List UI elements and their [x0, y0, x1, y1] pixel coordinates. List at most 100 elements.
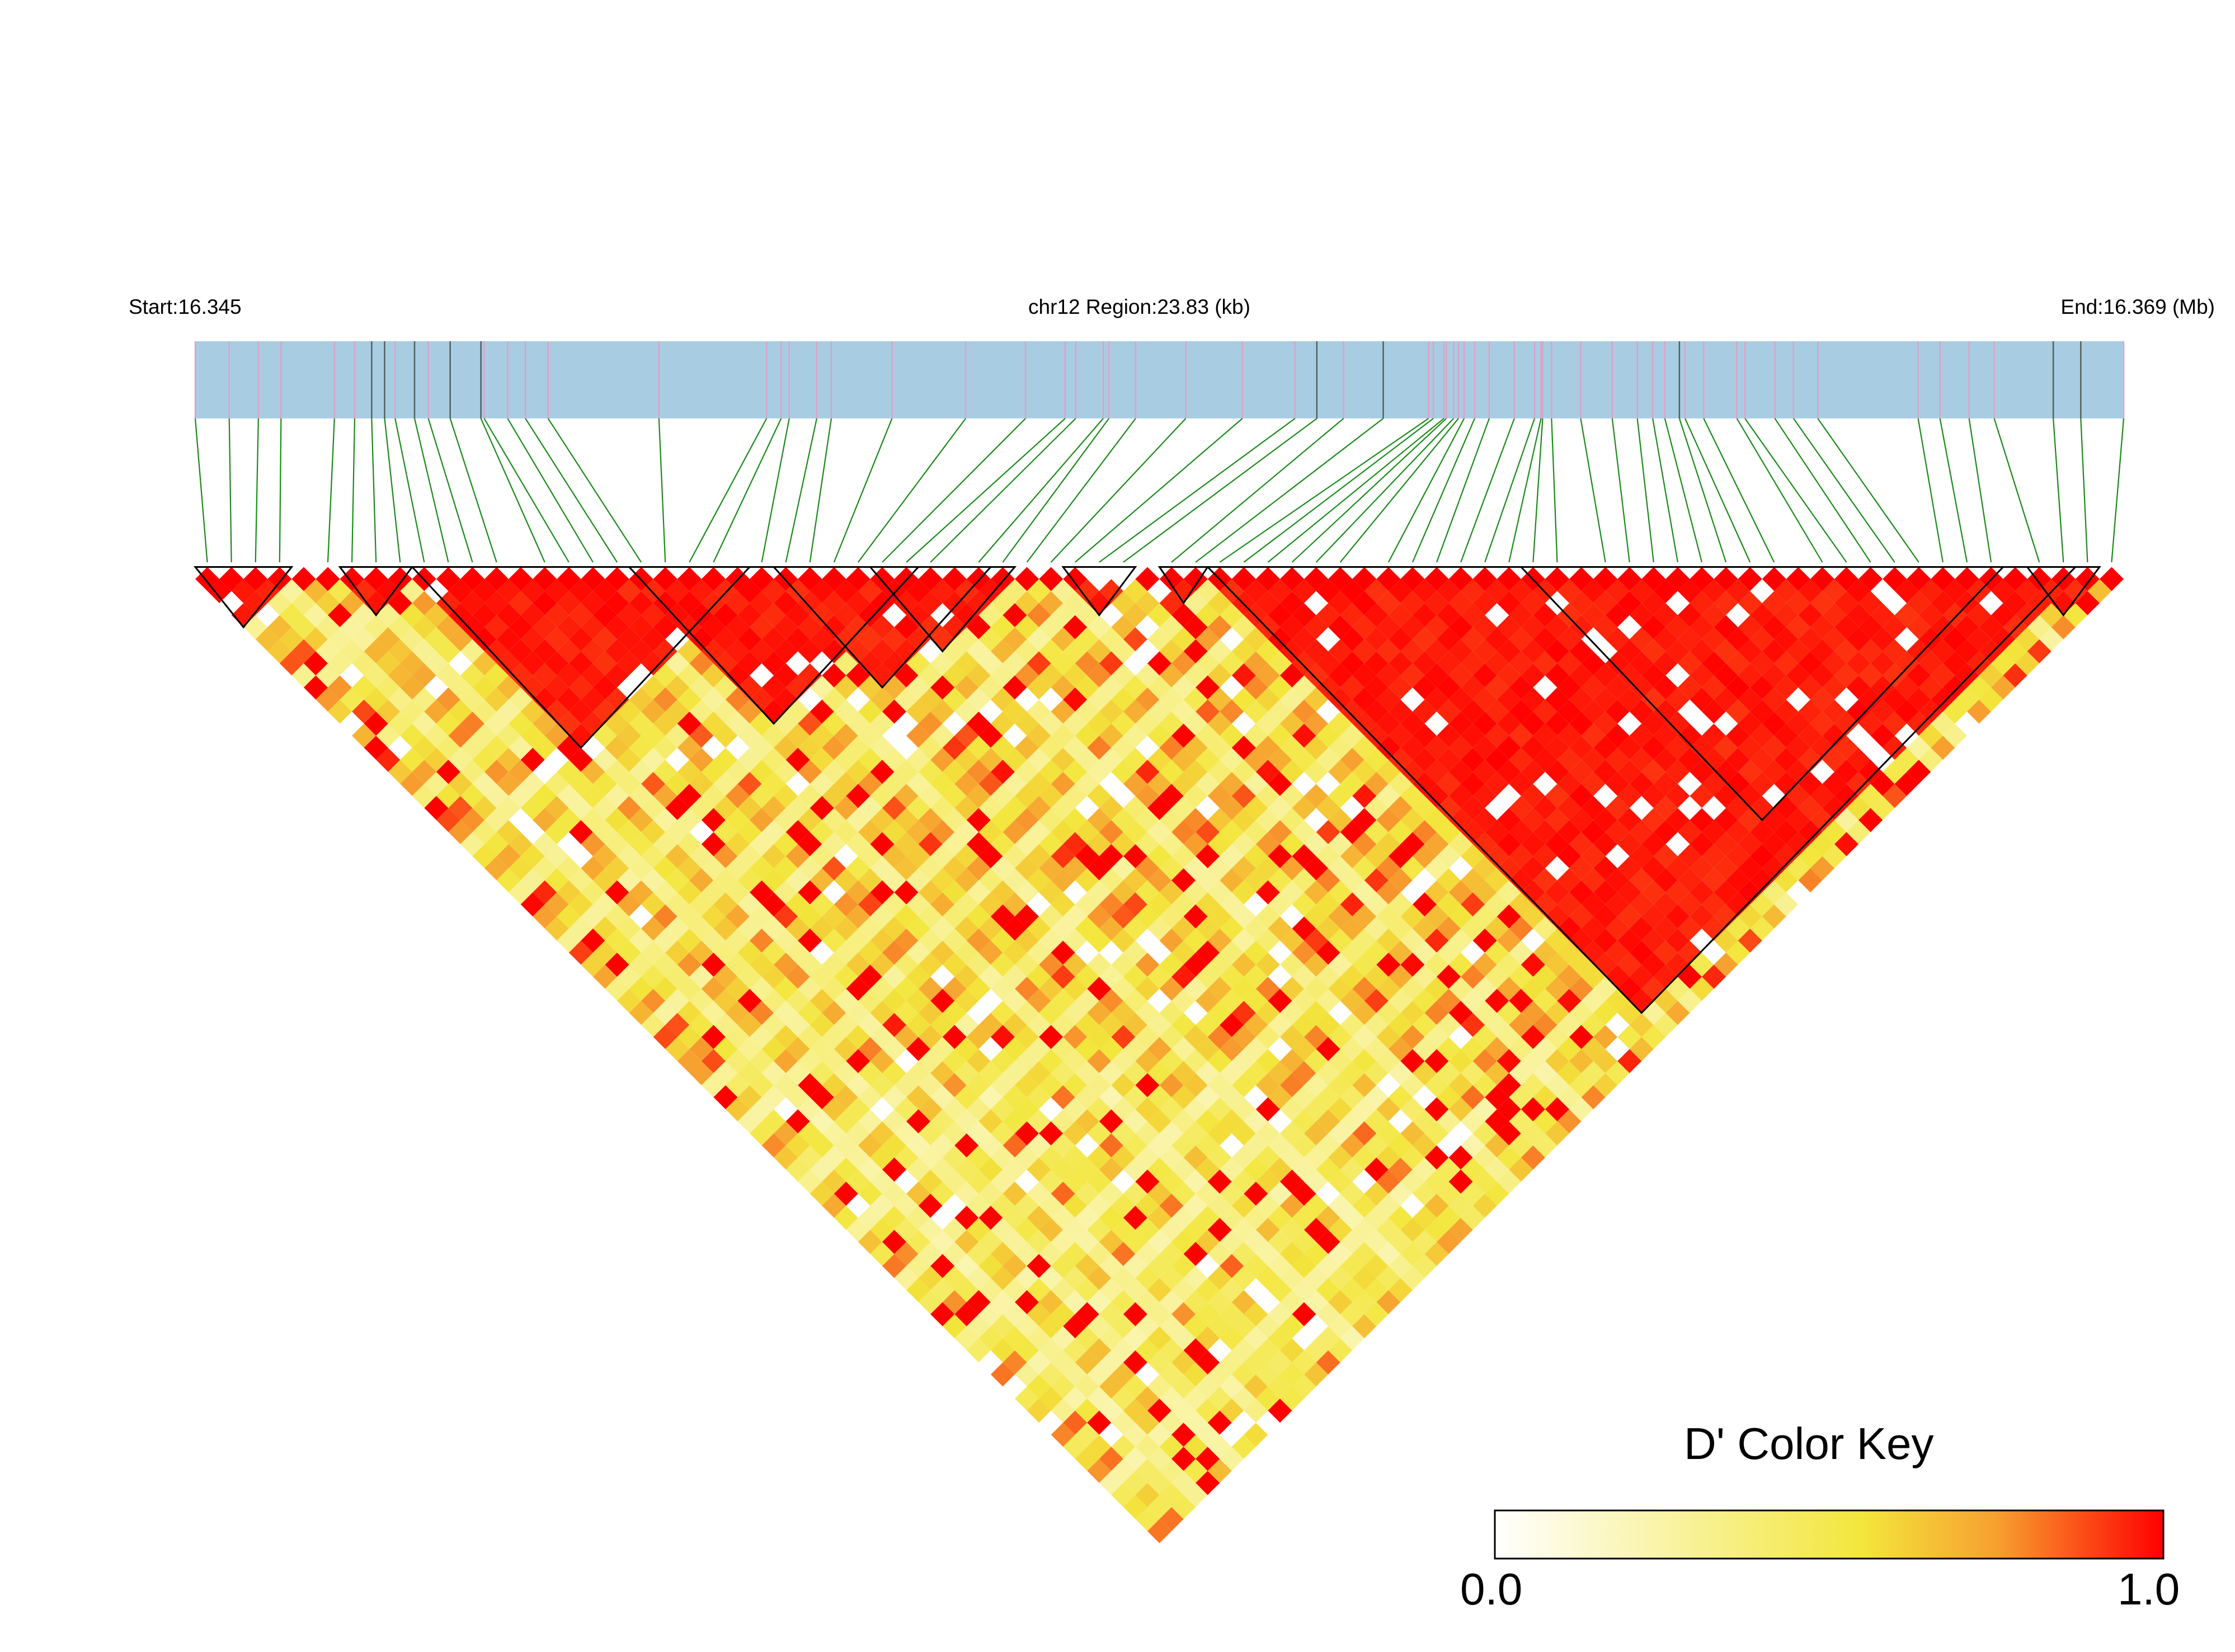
ld-cell — [1581, 989, 1606, 1013]
ld-cell — [1063, 615, 1088, 639]
ld-cell — [557, 687, 581, 712]
ld-cell — [1244, 844, 1268, 869]
ld-cell — [1099, 1374, 1123, 1399]
ld-cell — [978, 1157, 1003, 1182]
ld-cell — [1220, 723, 1244, 748]
ld-cell — [918, 952, 943, 977]
ld-cell — [1075, 1157, 1099, 1182]
ld-cell — [1328, 856, 1353, 881]
ld-cell — [557, 639, 581, 663]
ld-cell — [1051, 1278, 1075, 1302]
ld-cell — [1003, 916, 1027, 941]
ld-cell — [1629, 892, 1654, 917]
ld-cell — [1617, 832, 1642, 856]
ld-cell — [267, 591, 292, 615]
ld-cell — [1183, 976, 1208, 1001]
ld-cell — [1858, 687, 1883, 712]
ld-cell — [1304, 1241, 1329, 1266]
ld-cell — [1955, 711, 1979, 736]
ld-cell — [1147, 892, 1172, 917]
ld-cell — [1485, 699, 1509, 724]
ld-cell — [1822, 723, 1847, 748]
snp-connector — [1099, 418, 1296, 563]
ld-cell — [1400, 615, 1425, 639]
ld-cell — [1196, 675, 1220, 700]
ld-cell — [761, 675, 786, 700]
ld-cell — [918, 639, 943, 663]
ld-cell — [1701, 916, 1726, 941]
ld-cell — [1099, 1278, 1123, 1302]
ld-cell — [1485, 771, 1509, 796]
ld-cell — [424, 796, 449, 820]
ld-cell — [1039, 856, 1064, 881]
ld-cell — [1750, 820, 1775, 844]
ld-cell — [1063, 736, 1088, 760]
ld-cell — [1581, 1013, 1606, 1037]
ld-cell — [798, 615, 822, 639]
ld-cell — [942, 760, 967, 784]
ld-cell — [1424, 615, 1449, 639]
ld-cell — [544, 651, 569, 676]
ld-cell — [1448, 952, 1473, 977]
ld-cell — [1762, 615, 1786, 639]
ld-cell — [1521, 711, 1545, 736]
ld-cell — [1461, 989, 1485, 1013]
ld-cell — [1063, 928, 1088, 953]
ld-cell — [1545, 904, 1569, 929]
ld-cell — [1220, 892, 1244, 917]
ld-cell — [1027, 1182, 1051, 1206]
ld-cell — [364, 639, 388, 663]
ld-cell — [1931, 639, 1955, 663]
ld-cell — [291, 639, 316, 663]
ld-cell — [858, 603, 882, 628]
ld-cell — [1979, 615, 2003, 639]
ld-cell — [942, 1314, 967, 1339]
ld-cell — [1087, 1217, 1112, 1242]
ld-cell — [1400, 784, 1425, 808]
ld-cell — [496, 651, 521, 676]
ld-cell — [1509, 964, 1533, 989]
ld-cell — [1376, 928, 1401, 953]
ld-cell — [1581, 603, 1606, 628]
ld-cell — [1255, 1241, 1280, 1266]
ld-cell — [1123, 771, 1147, 796]
ld-cell — [1279, 1145, 1305, 1170]
ld-cell — [1063, 639, 1088, 663]
ld-cell — [1207, 904, 1232, 929]
ld-cell — [882, 651, 907, 676]
ld-cell — [1316, 844, 1340, 869]
ld-cell — [846, 1169, 871, 1194]
ld-cell — [1448, 1121, 1473, 1146]
ld-cell — [894, 1169, 919, 1194]
ld-cell — [2027, 615, 2052, 639]
ld-cell — [472, 651, 497, 676]
ld-cell — [1255, 639, 1280, 663]
ld-cell — [1340, 627, 1364, 652]
ld-cell — [1497, 928, 1521, 953]
ld-cell — [1701, 868, 1726, 893]
ld-cell — [617, 627, 642, 652]
snp-diamond — [1448, 567, 1473, 591]
ld-cell — [1521, 1121, 1545, 1146]
ld-cell — [677, 952, 702, 977]
ld-cell — [990, 1217, 1015, 1242]
ld-cell — [1279, 832, 1305, 856]
ld-cell — [1340, 699, 1364, 724]
ld-cell — [544, 627, 569, 652]
ld-cell — [1147, 1471, 1172, 1495]
ld-cell — [810, 1182, 834, 1206]
ld-cell — [1340, 989, 1364, 1013]
ld-cell — [1786, 639, 1810, 663]
ld-cell — [617, 796, 642, 820]
ld-cell — [641, 844, 666, 869]
ld-cell — [1437, 1206, 1461, 1230]
ld-cell — [1822, 820, 1847, 844]
ld-cell — [1063, 1073, 1088, 1098]
ld-cell — [316, 615, 340, 639]
ld-cell — [1147, 1085, 1172, 1109]
ld-cell — [1690, 976, 1714, 1001]
ld-cell — [822, 808, 846, 832]
ld-cell — [1123, 1302, 1147, 1326]
ld-cell — [1822, 844, 1847, 869]
ld-cell — [834, 1157, 858, 1182]
